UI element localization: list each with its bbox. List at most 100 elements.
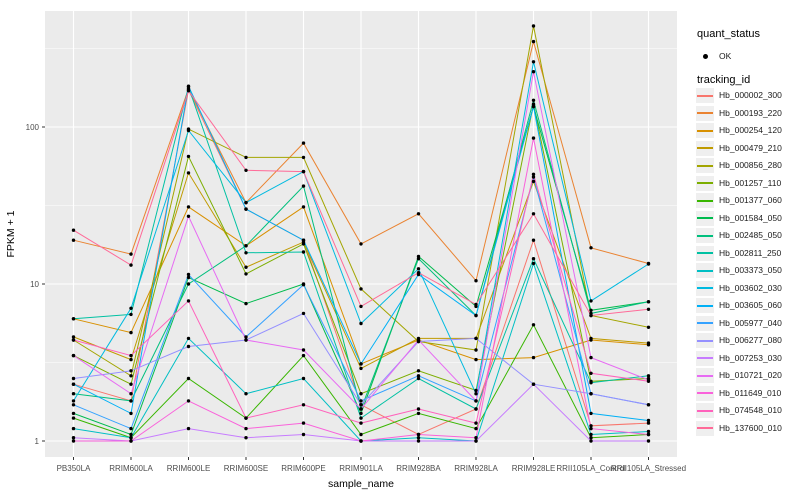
data-point xyxy=(71,317,76,321)
legend-key-line xyxy=(697,164,713,167)
data-point xyxy=(359,421,363,425)
legend-item-label: Hb_000254_120 xyxy=(719,125,782,135)
data-point xyxy=(129,353,133,358)
data-point xyxy=(186,344,191,349)
data-point xyxy=(186,89,191,93)
y-axis-title: FPKM + 1 xyxy=(5,210,17,257)
data-point xyxy=(186,299,191,303)
data-point xyxy=(301,184,306,188)
data-point xyxy=(359,321,363,326)
data-point xyxy=(531,102,536,106)
legend-key-swatch xyxy=(696,263,714,278)
data-point xyxy=(186,128,191,133)
data-point xyxy=(186,336,191,341)
legend-key-line xyxy=(697,112,713,114)
data-point xyxy=(589,246,593,250)
data-point xyxy=(474,392,478,396)
data-point xyxy=(589,424,593,428)
data-point xyxy=(301,403,306,407)
data-point xyxy=(359,439,363,443)
data-point xyxy=(531,238,536,242)
data-point xyxy=(531,261,536,266)
data-point xyxy=(129,392,133,396)
data-point xyxy=(186,376,191,381)
x-tick-label: PB350LA xyxy=(57,464,91,473)
data-point xyxy=(531,24,536,28)
data-point xyxy=(129,411,133,416)
legend-item-quant-ok: OK xyxy=(696,48,800,65)
data-point xyxy=(301,283,306,287)
legend-key-swatch xyxy=(696,385,714,401)
legend-key-swatch xyxy=(696,175,714,191)
data-point xyxy=(71,411,76,416)
data-point xyxy=(301,421,306,425)
data-point xyxy=(531,172,536,176)
data-point xyxy=(244,416,248,420)
data-point xyxy=(474,426,478,431)
data-point xyxy=(301,155,306,160)
data-point xyxy=(244,426,248,431)
legend-item-label: Hb_001377_060 xyxy=(719,195,782,205)
data-point xyxy=(301,238,306,242)
data-point xyxy=(416,376,421,381)
data-point xyxy=(474,439,478,443)
legend-key-swatch xyxy=(696,333,714,348)
legend-item-label: OK xyxy=(719,51,732,61)
legend-item-label: Hb_003602_030 xyxy=(719,282,782,293)
data-point xyxy=(71,228,76,232)
data-point xyxy=(186,154,191,159)
legend-key-line xyxy=(697,182,713,184)
data-point xyxy=(589,439,593,443)
legend-key-line xyxy=(697,392,713,394)
data-point xyxy=(71,238,76,242)
legend-key-line xyxy=(697,147,713,149)
legend-key-line xyxy=(697,129,713,132)
legend-key-line xyxy=(697,269,713,272)
data-point xyxy=(474,407,478,411)
data-point xyxy=(359,362,363,366)
data-point xyxy=(244,155,248,160)
legend-item-Hb_007253_030: Hb_007253_030 xyxy=(696,350,800,367)
data-point xyxy=(244,335,248,339)
data-point xyxy=(474,421,478,425)
legend-item-Hb_000479_210: Hb_000479_210 xyxy=(696,140,800,157)
data-point xyxy=(589,381,593,385)
data-point xyxy=(244,168,248,172)
legend-item-label: Hb_000002_300 xyxy=(719,90,782,100)
data-point xyxy=(71,416,76,420)
data-point xyxy=(589,432,593,437)
data-point xyxy=(359,416,363,420)
data-point xyxy=(416,212,421,216)
data-point xyxy=(244,251,248,255)
data-point xyxy=(589,299,593,303)
data-point xyxy=(71,335,76,339)
legend-item-Hb_003373_050: Hb_003373_050 xyxy=(696,262,800,279)
data-point xyxy=(301,432,306,437)
legend-key-line xyxy=(697,374,713,377)
data-point xyxy=(359,392,363,396)
data-point xyxy=(416,374,421,378)
data-point xyxy=(359,411,363,416)
legend-key-line xyxy=(697,357,713,359)
data-point xyxy=(129,436,133,440)
legend-key-swatch xyxy=(696,298,714,313)
data-point xyxy=(71,382,76,386)
legend-key-line xyxy=(697,322,713,324)
data-point xyxy=(359,432,363,437)
data-point xyxy=(359,287,363,291)
data-point xyxy=(531,212,536,216)
data-point xyxy=(646,300,651,304)
legend-key-line xyxy=(697,199,713,202)
data-point xyxy=(186,426,191,431)
data-point xyxy=(301,311,306,316)
data-point xyxy=(474,436,478,440)
legend-item-Hb_011649_010: Hb_011649_010 xyxy=(696,385,800,402)
x-tick-label: RRII105LA_Control xyxy=(556,464,626,473)
data-point xyxy=(531,60,536,64)
legend-item-Hb_002485_050: Hb_002485_050 xyxy=(696,227,800,244)
data-point xyxy=(589,308,593,312)
data-point xyxy=(244,272,248,276)
data-point xyxy=(416,432,421,437)
data-point xyxy=(301,250,306,254)
data-point xyxy=(71,338,76,342)
